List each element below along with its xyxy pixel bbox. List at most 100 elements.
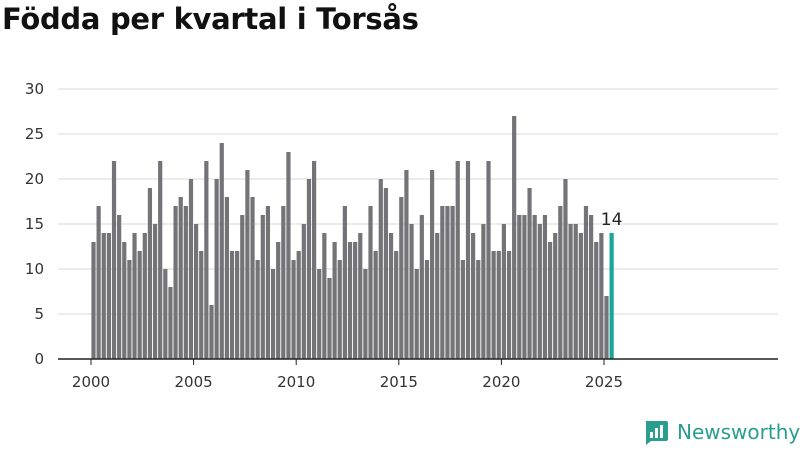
bar [383, 188, 389, 359]
bar [450, 206, 455, 359]
x-tick-label: 2010 [277, 373, 315, 391]
bar [506, 251, 512, 359]
chart-title: Födda per kvartal i Torsås [2, 2, 419, 36]
bar [332, 242, 337, 359]
bar [568, 224, 573, 359]
bar [132, 233, 137, 359]
bar [353, 242, 358, 359]
axes [58, 358, 778, 365]
bar [404, 170, 409, 359]
bar [168, 287, 173, 359]
bar [573, 224, 578, 359]
bar [455, 161, 460, 359]
bar [163, 269, 168, 359]
bar [399, 197, 404, 359]
bar [173, 206, 178, 359]
bar [373, 251, 378, 359]
bars [91, 116, 614, 359]
bar [414, 269, 419, 359]
bar [394, 251, 399, 359]
y-tick-label: 0 [34, 350, 44, 368]
bar [91, 242, 96, 359]
bar [512, 116, 517, 359]
bar [547, 242, 553, 359]
brand-logo: Newsworthy [643, 419, 800, 445]
bar [496, 251, 501, 359]
bar [322, 233, 327, 359]
bar [101, 233, 106, 359]
bar [542, 215, 548, 359]
bar [465, 161, 471, 359]
bar [435, 233, 440, 359]
bar [604, 296, 609, 359]
bar [476, 260, 481, 359]
bar [368, 206, 373, 359]
y-tick-label: 20 [25, 170, 44, 188]
bar [419, 215, 424, 359]
y-tick-label: 25 [25, 125, 44, 143]
bar [224, 197, 229, 359]
bar [137, 251, 142, 359]
bar [527, 188, 532, 359]
bar [517, 215, 522, 359]
bar [194, 224, 199, 359]
bar-highlight [609, 233, 614, 359]
x-tick-label: 2020 [482, 373, 520, 391]
bar [260, 215, 265, 359]
y-tick-label: 10 [25, 260, 44, 278]
bar [522, 215, 527, 359]
bar [553, 233, 558, 359]
bar [240, 215, 245, 359]
bar [491, 251, 496, 359]
bar [209, 305, 214, 359]
x-tick-label: 2015 [380, 373, 418, 391]
last-value-label: 14 [601, 210, 623, 230]
bar [142, 233, 147, 359]
bar [178, 197, 183, 359]
bar [152, 224, 158, 359]
bar [183, 206, 188, 359]
bar [219, 143, 224, 359]
bar [229, 251, 235, 359]
bar [347, 242, 353, 359]
bar [281, 206, 286, 359]
y-tick-label: 30 [25, 80, 44, 98]
bar [445, 206, 450, 359]
y-tick-label: 5 [34, 305, 44, 323]
bar [286, 152, 291, 359]
bar [245, 170, 250, 359]
bar [501, 224, 506, 359]
bar [378, 179, 383, 359]
bar [578, 233, 583, 359]
bar [537, 224, 542, 359]
bar [388, 233, 394, 359]
bar [342, 206, 347, 359]
bar [188, 179, 194, 359]
bar [460, 260, 465, 359]
bar [301, 224, 306, 359]
bar [558, 206, 563, 359]
bar [199, 251, 204, 359]
bar [270, 269, 276, 359]
bar [276, 242, 281, 359]
bar [424, 260, 430, 359]
bar [337, 260, 342, 359]
x-tick-label: 2025 [585, 373, 623, 391]
bar [583, 206, 589, 359]
bar [291, 260, 296, 359]
x-tick-label: 2000 [72, 373, 110, 391]
bar [481, 224, 486, 359]
bar [265, 206, 271, 359]
bar [599, 233, 604, 359]
bar [311, 161, 317, 359]
bar [106, 233, 111, 359]
bar [296, 251, 301, 359]
bar [117, 215, 122, 359]
bar [563, 179, 568, 359]
bar [204, 161, 209, 359]
brand-name: Newsworthy [677, 420, 800, 444]
bar [111, 161, 117, 359]
bar [250, 197, 255, 359]
